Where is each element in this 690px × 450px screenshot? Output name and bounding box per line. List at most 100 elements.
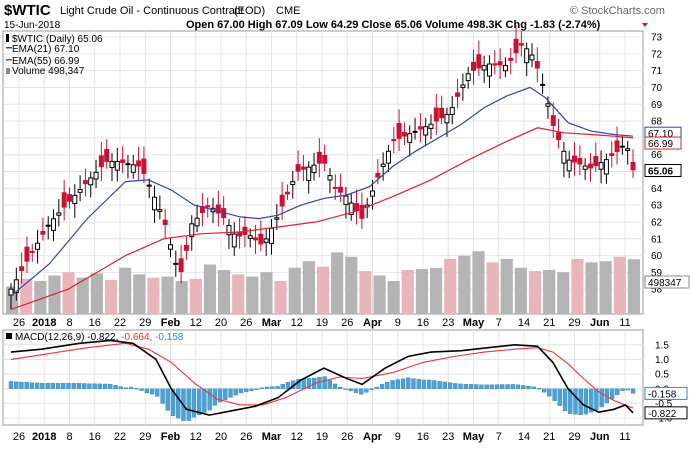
volume-bar [316,266,330,314]
macd-histogram-bar [71,383,76,389]
candle-body [205,205,211,208]
macd-histogram-bar [589,388,594,413]
macd-histogram-bar [129,386,134,389]
candle-body [253,237,259,241]
candle-body [284,191,290,195]
candle-body [343,195,349,205]
candle-body [35,242,41,250]
x-tick-label: 19 [316,431,328,443]
candle-body [348,202,354,215]
macd-histogram-bar [615,388,620,396]
volume-bar [133,274,146,314]
macd-histogram-bar [343,388,348,390]
x-tick-label: 22 [114,317,126,329]
candle-body [625,148,631,151]
x-tick-label: 12 [291,431,303,443]
candle-body [380,163,386,168]
quote-date: 15-Jun-2018 [4,20,61,31]
macd-line [10,339,634,416]
volume-bar [500,259,513,314]
volume-bar [528,271,542,314]
price-badge-box [644,163,682,177]
volume-bar [20,278,33,314]
macd-histogram-bar [202,388,207,413]
candle-body [508,57,514,61]
price-tick-label: 71 [651,66,663,77]
candle-body [231,233,237,248]
quote-summary: Open 67.00 High 67.09 Low 64.29 Close 65… [186,19,601,31]
macd-histogram-bar [191,388,197,418]
x-tick-label: 2018 [32,317,56,329]
x-tick-label: 29 [568,431,580,443]
macd-badge-box [644,406,688,420]
legend-swatch-ema21 [6,47,12,49]
macd-histogram-bar [40,383,45,389]
legend-swatch-ema55 [6,59,12,61]
volume-bars [6,251,640,314]
legend-price: $WTIC (Daily) 65.06 [12,34,103,45]
x-tick-label: 8 [66,317,72,329]
x-tick-label: 16 [417,431,429,443]
macd-histogram-bar [197,388,202,416]
candle-body [449,107,455,116]
candle-body [417,126,423,130]
x-tick-label: 26 [341,431,353,443]
candle-body [561,150,567,164]
candle-body [77,189,83,193]
volume-bar [415,268,428,314]
x-axis-price: 26 2018 8 16 22 29 Feb 12 20 26 Mar 12 19 26 Apr 9 16 23 M… [13,317,631,329]
macd-histogram-bar [458,383,463,389]
macd-signal-line [10,342,634,409]
candle-body [61,192,67,208]
candle-body [481,65,487,71]
candle-body [614,140,620,152]
macd-histogram-bar [123,387,129,389]
volume-bar [232,274,245,314]
macd-histogram-bar [552,388,557,401]
macd-histogram-bar [160,388,165,404]
macd-histogram-bar [583,388,589,415]
macd-histogram-bar [432,380,437,389]
candle-body [66,194,72,202]
price-tick-label: 68 [651,117,663,128]
x-tick-label: 26 [240,431,252,443]
macd-histogram-bar [45,383,50,389]
price-tick-label: 58 [651,285,663,296]
candle-body [300,166,306,170]
macd-histogram-bar [338,387,343,389]
down-arrow-icon [642,23,648,27]
macd-histogram-bar [353,388,359,393]
candle-body [183,244,189,251]
macd-histogram-bar [531,386,536,389]
macd-histogram-bar [411,378,416,389]
candle-body [540,83,546,86]
candle-body [104,148,110,162]
x-tick-label: 7 [496,317,502,329]
candle-body [439,107,445,119]
candle-body [332,186,338,189]
candle-body [263,238,269,243]
candle-body [146,184,152,187]
volume-badge-value: 498347 [648,278,682,289]
macd-histogram-bar [474,384,479,389]
macd-histogram-bar [66,383,71,389]
price-tick-label: 64 [651,184,663,195]
macd-badge-value: -0.158 [648,389,677,400]
macd-histogram-bar [233,388,238,396]
macd-histogram-bar [19,381,24,389]
macd-histogram-bar [421,379,427,389]
watermark: © StockCharts.com [570,5,665,17]
candle-body [13,279,19,294]
x-tick-label: May [463,317,485,329]
macd-tick-label: 0.5 [655,370,669,381]
candle-body [72,194,78,204]
x-tick-label: 26 [13,431,25,443]
candle-body [471,61,477,71]
macd-histogram-bar [364,388,369,393]
x-tick-label: 11 [619,317,630,329]
volume-bar [599,261,612,314]
macd-histogram-bar [594,388,599,411]
macd-histogram-bar [521,385,526,389]
candle-body [593,156,599,167]
price-tick-label: 73 [651,33,663,44]
